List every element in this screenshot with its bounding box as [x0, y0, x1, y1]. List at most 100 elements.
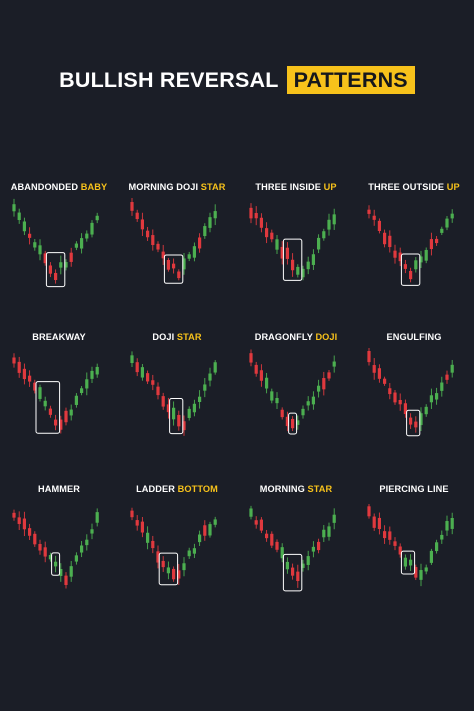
candle-body [95, 512, 99, 523]
candle-body [80, 545, 84, 553]
candle-body [187, 254, 191, 259]
candle [198, 233, 202, 253]
candle-body [172, 407, 176, 420]
candle-body [203, 525, 207, 536]
candle [151, 535, 155, 554]
pattern-card-morning-doji-star: MORNING DOJI STAR [118, 182, 236, 302]
pattern-label-text: LADDER [136, 484, 178, 494]
candlestick-svg [367, 348, 454, 437]
candle-body [424, 249, 428, 261]
candle-body [17, 361, 21, 373]
candle [146, 370, 150, 385]
candlestick-svg [12, 353, 99, 434]
candle [291, 253, 295, 277]
candle-body [275, 398, 279, 404]
candle-body [12, 204, 16, 212]
candle [414, 416, 418, 433]
candle [12, 353, 16, 368]
candle [85, 372, 89, 396]
pattern-card-breakaway: BREAKWAY [0, 332, 118, 452]
candle-body [43, 400, 47, 407]
candle-body [301, 408, 305, 416]
pattern-highlight-box [400, 253, 421, 286]
candle-body [135, 212, 139, 220]
pattern-label-text: MORNING [259, 484, 308, 494]
candle-body [48, 555, 52, 560]
candle-body [377, 517, 381, 530]
candle-body [275, 541, 279, 550]
pattern-label: DRAGONFLY DOJI [237, 332, 355, 342]
candle [48, 552, 52, 562]
candle [69, 404, 73, 421]
candle [33, 239, 37, 251]
candle-body [166, 259, 170, 270]
candlestick-svg [130, 351, 217, 436]
candle [208, 521, 212, 538]
pattern-highlight-box [169, 397, 184, 435]
candlestick-chart [128, 198, 226, 298]
pattern-highlight-box [406, 409, 421, 437]
candle-body [192, 403, 196, 413]
candle [22, 217, 26, 236]
candle-body [22, 368, 26, 380]
pattern-label-accent: STAR [200, 182, 226, 192]
candle-body [85, 379, 89, 389]
pattern-label-text: PIERCING LINE [379, 484, 449, 494]
candle [377, 512, 381, 535]
candle-body [301, 268, 305, 278]
candle [409, 554, 413, 572]
candle-body [280, 409, 284, 418]
candle [398, 247, 402, 267]
pattern-card-morning-star: MORNING STAR [237, 484, 355, 604]
candle [332, 355, 336, 373]
pattern-label-text: ENGULFING [386, 332, 442, 342]
candlestick-svg [367, 503, 454, 587]
candle [440, 226, 444, 236]
candlestick-chart [128, 348, 226, 448]
candle-body [317, 385, 321, 392]
candle [317, 379, 321, 398]
candle [332, 208, 336, 230]
candle [275, 392, 279, 410]
candle-body [90, 529, 94, 534]
candle-body [64, 575, 68, 585]
candle [59, 415, 63, 434]
candle [48, 262, 52, 278]
candle-body [322, 231, 326, 239]
candle [311, 249, 315, 270]
candle [424, 404, 428, 417]
candle-body [327, 372, 331, 379]
candle [213, 360, 217, 375]
candle-body [12, 512, 16, 518]
candle-body [198, 396, 202, 402]
candle-body [429, 550, 433, 563]
candle-body [151, 235, 155, 246]
pattern-label: ENGULFING [355, 332, 473, 342]
candle [372, 358, 376, 380]
candle [409, 413, 413, 429]
candle [445, 515, 449, 536]
candle [259, 364, 263, 387]
pattern-highlight-box [288, 412, 298, 435]
pattern-card-doji-star: DOJI STAR [118, 332, 236, 452]
candle [12, 509, 16, 521]
candle [409, 267, 413, 283]
candle [393, 537, 397, 551]
candle-body [249, 508, 253, 517]
candle-body [265, 377, 269, 389]
candle [17, 208, 21, 224]
candle [403, 554, 407, 570]
candle-body [259, 370, 263, 381]
candle-body [135, 362, 139, 373]
candle-body [192, 548, 196, 554]
pattern-label-text: DRAGONFLY [254, 332, 316, 342]
candle [130, 351, 134, 367]
candle-body [429, 239, 433, 250]
candle [280, 543, 284, 563]
candle [54, 414, 58, 431]
candle [17, 511, 21, 530]
candle-body [383, 232, 387, 245]
candle-body [161, 396, 165, 407]
candle-body [254, 364, 258, 374]
candle [135, 515, 139, 531]
